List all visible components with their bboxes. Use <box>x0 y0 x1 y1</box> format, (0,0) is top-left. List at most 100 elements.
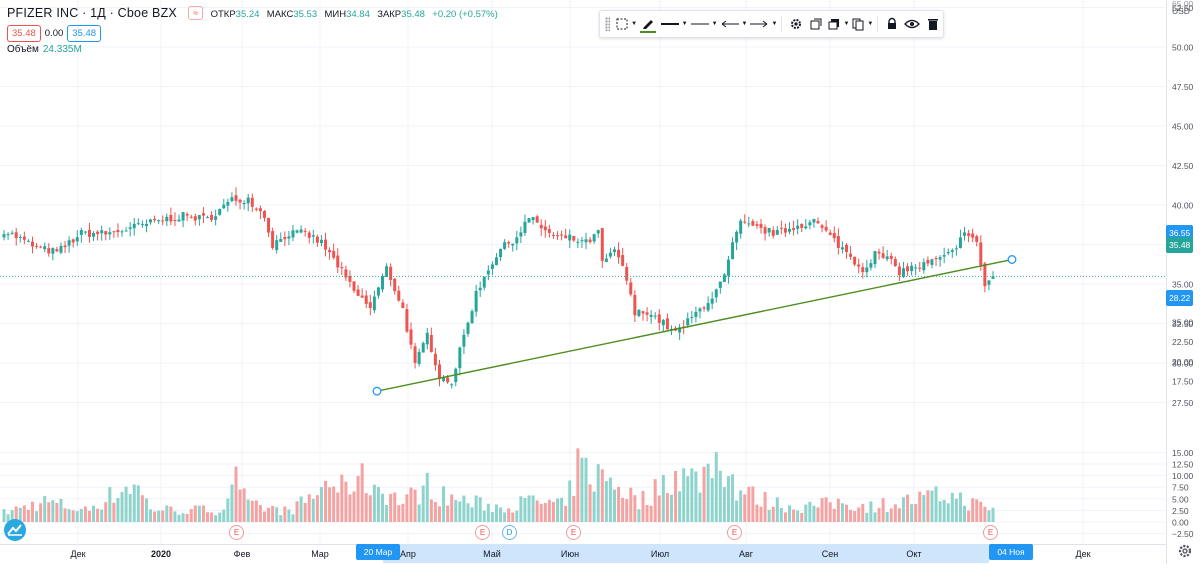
tradingview-logo[interactable] <box>4 519 26 541</box>
volume-bar <box>157 510 161 522</box>
price-chart[interactable]: 62.5060.0057.5055.0052.5050.0047.5045.00… <box>0 0 1200 564</box>
candle-body <box>885 256 889 260</box>
chart-settings-button[interactable] <box>1176 543 1194 561</box>
compare-toggle[interactable]: ≈ <box>188 6 204 20</box>
earnings-event-marker[interactable]: E <box>566 525 581 540</box>
candle-body <box>283 237 287 240</box>
volume-bar <box>120 492 124 522</box>
lock-button[interactable] <box>882 13 901 35</box>
candle-body <box>857 264 861 267</box>
candle-body <box>185 213 189 216</box>
volume-bar <box>425 472 429 522</box>
volume-bar <box>906 494 910 522</box>
candle-body <box>792 228 796 230</box>
candle-body <box>210 214 214 220</box>
candle-body <box>897 266 901 276</box>
volume-bar <box>946 503 950 522</box>
candle-body <box>971 233 975 238</box>
candle-body <box>311 235 315 237</box>
candle-body <box>275 240 279 251</box>
line-color-button[interactable] <box>639 13 658 35</box>
candle-body <box>250 197 254 207</box>
volume-bar <box>942 499 946 522</box>
volume-bar <box>71 510 75 522</box>
candle-body <box>751 221 755 226</box>
sell-price-button[interactable]: 35.48 <box>7 25 41 42</box>
volume-bar <box>226 498 230 522</box>
candle-body <box>731 242 735 260</box>
visual-order-button[interactable]: ▼ <box>827 13 849 35</box>
candle-body <box>494 257 498 266</box>
volume-bar <box>950 492 954 522</box>
remove-button[interactable] <box>923 13 942 35</box>
candle-body <box>783 228 787 233</box>
candle-body <box>625 266 629 281</box>
candle-body <box>63 245 67 248</box>
candle-body <box>279 238 283 242</box>
candle-body <box>254 208 258 210</box>
candle-body <box>958 237 962 248</box>
hide-button[interactable] <box>903 13 922 35</box>
candle-body <box>645 312 649 315</box>
volume-bar <box>429 499 433 522</box>
volume-bar <box>653 479 657 522</box>
volume-bar <box>645 504 649 522</box>
volume-bar <box>149 509 153 522</box>
price-tick-label: 2.50 <box>1172 506 1189 516</box>
earnings-event-marker[interactable]: E <box>229 525 244 540</box>
line-width-button[interactable]: ▼ <box>660 13 688 35</box>
candle-body <box>169 215 173 222</box>
volume-bar <box>397 505 401 522</box>
candle-body <box>128 227 132 229</box>
candle-body <box>393 278 397 292</box>
symbol-title[interactable]: PFIZER INC · 1Д · Cboe BZX <box>7 6 177 20</box>
volume-bar <box>421 485 425 522</box>
settings-button[interactable] <box>786 13 805 35</box>
volume-bar <box>531 495 535 522</box>
candle-body <box>181 212 185 221</box>
candle-body <box>515 237 519 244</box>
volume-bar <box>218 512 222 522</box>
candle-body <box>523 221 527 233</box>
left-end-button[interactable]: ▼ <box>720 13 747 35</box>
dividend-event-marker[interactable]: D <box>502 525 517 540</box>
line-style-button[interactable]: ▼ <box>690 13 718 35</box>
right-end-button[interactable]: ▼ <box>749 13 777 35</box>
symbol-legend: PFIZER INC · 1Д · Cboe BZX ≈ ОТКР35.24 М… <box>7 6 498 20</box>
volume-bar <box>83 506 87 522</box>
candle-body <box>360 295 364 298</box>
volume-bar <box>116 497 120 522</box>
volume-bar <box>328 487 332 522</box>
time-tick-label: 2020 <box>151 549 171 559</box>
volume-bar <box>963 505 967 522</box>
candle-body <box>686 318 690 326</box>
earnings-event-marker[interactable]: E <box>475 525 490 540</box>
candle-body <box>499 248 503 258</box>
candle-body <box>576 241 580 243</box>
candle-body <box>600 228 604 261</box>
range-end-date-badge: 04 Ноя '20 <box>989 544 1033 573</box>
candle-body <box>710 298 714 304</box>
candle-body <box>450 384 454 386</box>
candle-body <box>702 307 706 309</box>
earnings-event-marker[interactable]: E <box>983 525 998 540</box>
candle-body <box>385 266 389 277</box>
template-button[interactable]: ▼ <box>615 13 637 35</box>
candle-body <box>584 239 588 243</box>
candle-body <box>832 233 836 239</box>
volume-bar <box>165 505 169 522</box>
earnings-event-marker[interactable]: E <box>727 525 742 540</box>
visibility-button[interactable]: ▼ <box>851 13 873 35</box>
trend-line <box>376 258 1013 392</box>
candle-body <box>230 197 234 202</box>
volume-bar <box>560 497 564 522</box>
pencil-icon <box>643 19 654 29</box>
buy-price-button[interactable]: 35.48 <box>67 25 102 42</box>
volume-bar <box>136 485 140 522</box>
candle-body <box>413 346 417 363</box>
candle-body <box>588 239 592 243</box>
candle-body <box>478 287 482 291</box>
volume-bar <box>930 490 934 522</box>
clone-button[interactable] <box>807 13 826 35</box>
drag-handle[interactable] <box>605 17 611 31</box>
